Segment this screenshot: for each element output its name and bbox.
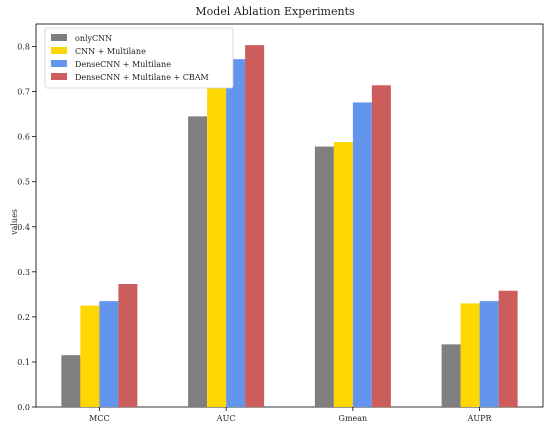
y-tick-label: 0.2 xyxy=(17,313,30,322)
bar-auc-3 xyxy=(245,45,265,408)
y-tick-label: 0.0 xyxy=(17,403,30,412)
bar-gmean-2 xyxy=(352,102,372,408)
x-tick-label: Gmean xyxy=(339,414,368,423)
legend-box xyxy=(44,27,234,89)
bar-mcc-0 xyxy=(61,355,81,407)
y-tick-label: 0.1 xyxy=(17,358,30,367)
legend-label: DenseCNN + Multilane + CBAM xyxy=(75,73,209,82)
y-tick-label: 0.7 xyxy=(17,88,30,97)
bar-aupr-3 xyxy=(498,290,518,407)
legend: onlyCNN CNN + Multilane DenseCNN + Multila… xyxy=(44,27,234,89)
chart-title: Model Ablation Experiments xyxy=(195,5,355,18)
bar-mcc-1 xyxy=(80,305,100,407)
x-tick-label: MCC xyxy=(89,414,109,423)
legend-label: onlyCNN xyxy=(75,34,112,43)
legend-swatch xyxy=(51,47,67,54)
y-tick-label: 0.6 xyxy=(17,133,30,142)
y-tick-label: 0.3 xyxy=(17,268,30,277)
y-axis-label: values xyxy=(10,209,19,236)
plot-frame xyxy=(35,23,544,408)
bar-mcc-2 xyxy=(99,301,119,407)
bar-gmean-0 xyxy=(314,146,334,407)
bar-aupr-0 xyxy=(441,344,461,407)
bar-gmean-1 xyxy=(333,142,353,407)
x-tick-label: AUPR xyxy=(467,414,493,423)
legend-swatch xyxy=(51,60,67,67)
bar-auc-2 xyxy=(226,59,246,408)
plot-area: 0.0 0.1 0.2 0.3 0.4 0.5 0.6 0.7 0.8 MCC AUC Gmean AU… xyxy=(17,23,544,423)
y-tick-label: 0.4 xyxy=(17,223,30,232)
bar-gmean-3 xyxy=(371,85,391,407)
x-tick-label: AUC xyxy=(216,414,236,423)
bar-aupr-1 xyxy=(460,303,480,407)
y-tick-label: 0.5 xyxy=(17,178,30,187)
legend-swatch xyxy=(51,73,67,80)
legend-label: CNN + Multilane xyxy=(75,47,146,56)
bar-auc-0 xyxy=(188,116,208,407)
legend-swatch xyxy=(51,34,67,41)
y-tick-label: 0.8 xyxy=(17,43,30,52)
bar-mcc-3 xyxy=(118,283,138,407)
bar-aupr-2 xyxy=(479,301,499,407)
legend-label: DenseCNN + Multilane xyxy=(75,60,171,69)
bar-auc-1 xyxy=(207,60,227,407)
